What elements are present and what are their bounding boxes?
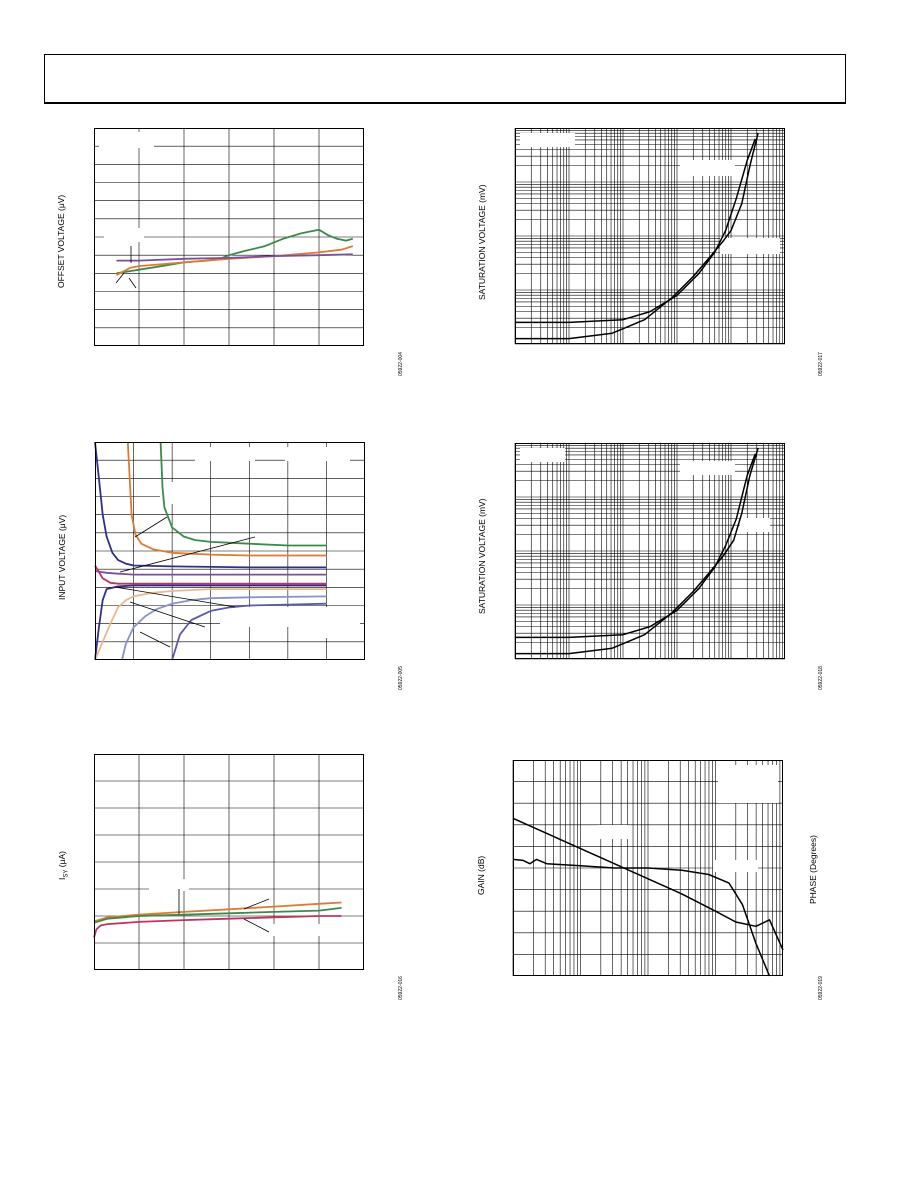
legend-box [740, 518, 770, 532]
plot-frame [515, 128, 785, 344]
annotation-leader [243, 918, 270, 933]
saturation-voltage-chart-2 [514, 443, 785, 660]
plot-frame [513, 760, 783, 976]
annotation-leader [243, 898, 270, 910]
isy-label-sub: SY [63, 869, 70, 878]
grid-lines [514, 443, 785, 660]
series-line-1 [515, 138, 757, 324]
series-line-3 [94, 441, 327, 569]
figure-id-017: 05922-017 [818, 352, 824, 376]
input-voltage-ylabel: INPUT VOLTAGE (μV) [57, 514, 67, 600]
legend-box [315, 622, 360, 638]
supply-current-ylabel: ISY (μA) [57, 851, 70, 880]
input-voltage-chart [94, 441, 365, 661]
figure-id-016: 05922-016 [398, 976, 404, 1000]
legend-box [149, 879, 189, 891]
legend-box [680, 160, 735, 176]
annotation-leader [139, 631, 171, 648]
series-line-6 [94, 584, 327, 661]
gain-ylabel: GAIN (dB) [476, 855, 486, 895]
legend-box [104, 228, 144, 242]
plot-frame [94, 754, 364, 970]
figure-id-004: 05922-004 [398, 352, 404, 376]
legend-box [680, 461, 735, 475]
series-line-2 [515, 448, 759, 655]
isy-label-unit: (μA) [57, 851, 67, 870]
series-line-3 [116, 253, 353, 262]
figure-id-019: 05922-019 [818, 976, 824, 1000]
series-line-1 [512, 817, 784, 951]
legend-box [99, 132, 154, 148]
annotation-leader [134, 516, 168, 538]
series-line-3 [93, 915, 342, 938]
legend-box [520, 133, 575, 147]
plot-frame [94, 128, 364, 346]
series-line-4 [94, 570, 327, 576]
plot-frame [95, 442, 365, 660]
supply-current-chart [93, 754, 364, 970]
plot-frame [515, 443, 785, 659]
series-line-7 [121, 595, 327, 661]
series-line-2 [512, 858, 771, 977]
series-line-5 [94, 565, 327, 585]
grid-lines [94, 754, 364, 970]
series-line-1 [515, 453, 757, 639]
legend-box [160, 482, 210, 504]
series-line-2 [93, 907, 342, 924]
series-line-9 [171, 602, 327, 661]
legend-box [264, 924, 324, 936]
legend-box [520, 448, 565, 462]
series-line-2 [126, 441, 327, 557]
legend-box [713, 860, 758, 872]
annotation-leader [115, 272, 125, 284]
series-line-8 [94, 588, 327, 661]
saturation-voltage-ylabel-1: SATURATION VOLTAGE (mV) [477, 184, 487, 300]
legend-box [718, 765, 778, 803]
offset-voltage-ylabel: OFFSET VOLTAGE (μV) [56, 194, 66, 288]
annotation-leader [128, 277, 137, 289]
gain-phase-chart [512, 760, 784, 977]
legend-box [220, 607, 330, 627]
saturation-voltage-chart-1 [514, 128, 785, 345]
legend-box [285, 447, 350, 461]
series-line-1 [159, 441, 327, 547]
series-line-2 [515, 133, 759, 340]
page-header-frame [44, 54, 846, 104]
series-line-1 [116, 228, 354, 275]
annotation-leader [119, 536, 256, 573]
legend-box [720, 238, 780, 254]
series-line-1 [93, 901, 342, 923]
figure-id-005: 05922-005 [398, 666, 404, 690]
legend-box [195, 447, 255, 461]
annotation-leader [129, 601, 206, 628]
figure-id-018: 05922-018 [818, 666, 824, 690]
phase-ylabel: PHASE (Degrees) [808, 835, 818, 904]
annotation-leader [114, 586, 236, 608]
offset-voltage-chart [94, 128, 364, 346]
saturation-voltage-ylabel-2: SATURATION VOLTAGE (mV) [477, 498, 487, 614]
legend-box [598, 825, 628, 839]
